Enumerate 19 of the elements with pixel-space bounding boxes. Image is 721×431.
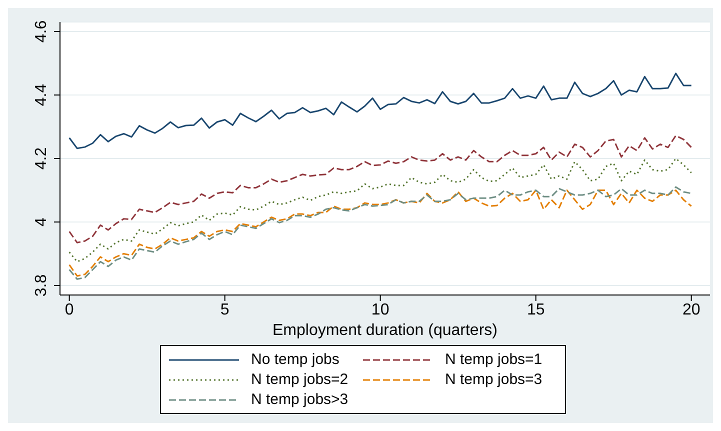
line-series: [68, 158, 692, 262]
x-tick-label: 5: [220, 301, 230, 318]
x-axis-title: Employment duration (quarters): [272, 322, 498, 339]
y-tick-label: 3.8: [33, 274, 50, 297]
line-series: [68, 134, 692, 244]
x-tick-label: 0: [64, 301, 74, 318]
y-tick-label: 4.6: [33, 20, 50, 43]
x-tick-label: 20: [682, 301, 700, 318]
legend-label: No temp jobs: [251, 351, 340, 368]
legend-label: N temp jobs=2: [251, 371, 348, 388]
legend-label: N temp jobs>3: [251, 391, 348, 408]
y-tick-label: 4.4: [33, 84, 50, 106]
legend-label: N temp jobs=3: [445, 371, 542, 388]
y-tick-label: 4.2: [33, 147, 50, 170]
legend-label: N temp jobs=1: [445, 351, 542, 368]
y-tick-label: 4: [33, 217, 50, 226]
x-tick-label: 10: [371, 301, 390, 318]
line-series: [68, 72, 692, 150]
x-tick-label: 15: [526, 301, 545, 318]
